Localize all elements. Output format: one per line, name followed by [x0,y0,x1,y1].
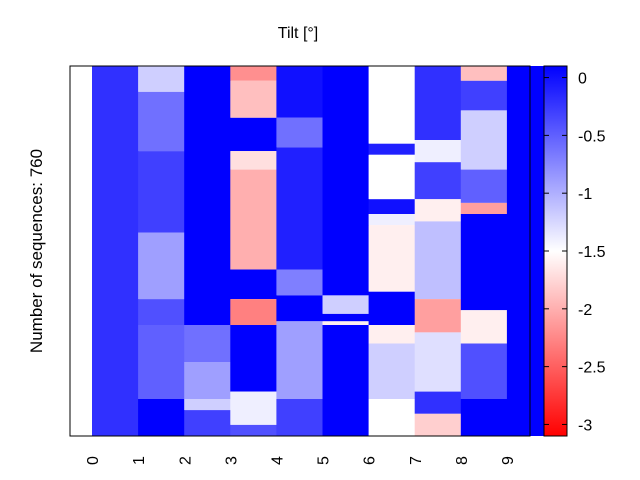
heatmap-cell [276,321,323,399]
x-tick-label: 8 [454,456,471,465]
heatmap-cell [184,66,231,325]
heatmap-cell [138,325,185,399]
heatmap-cell [230,325,277,392]
heatmap-cell [368,225,416,292]
heatmap-cell [276,117,323,148]
heatmap-cell [414,332,462,392]
heatmap-column-5 [322,66,369,436]
heatmap-cell [230,169,277,270]
heatmap-cells [92,66,554,437]
x-tick-label: 1 [131,456,148,465]
heatmap-cell [230,80,277,118]
heatmap-cell [184,362,231,399]
heatmap-cell [460,310,508,344]
colorbar-tick-label: -1 [578,186,592,203]
heatmap-cell [368,143,416,155]
heatmap-cell [368,291,416,325]
heatmap-cell [276,399,323,436]
heatmap-column-4 [276,66,323,436]
heatmap-cell [322,325,369,436]
heatmap-cell [414,162,462,200]
colorbar-tick-label: -2 [578,302,592,319]
heatmap-cell [460,399,508,436]
heatmap-cell [414,140,462,163]
heatmap-cell [138,91,185,152]
heatmap-cell [322,313,369,322]
heatmap-cell [460,66,508,81]
heatmap-cell [138,399,185,436]
heatmap-cell [230,151,277,170]
heatmap-cell [138,232,185,300]
heatmap-cell [184,325,231,362]
heatmap-column-6 [368,66,416,436]
heatmap-cell [414,413,462,436]
heatmap-cell [414,66,462,140]
x-tick-label: 9 [500,456,517,465]
colorbar-ticks: 0 -0.5 -1 -1.5 -2 -2.5 -3 [544,71,606,434]
heatmap-column-0 [92,66,139,437]
heatmap-column-7 [414,66,462,436]
heatmap-cell [460,80,508,111]
heatmap-cell [414,199,462,222]
heatmap-cell [184,399,231,411]
heatmap-cell [230,299,277,325]
colorbar-tick-label: -3 [578,417,592,434]
x-tick-label: 7 [408,456,425,465]
x-tick-label: 6 [362,456,379,465]
heatmap-column-8 [460,66,508,436]
heatmap-cell [276,66,323,118]
x-tick-label: 4 [269,456,286,465]
heatmap-cell [230,424,277,436]
heatmap-cell [230,391,277,425]
heatmap-cell [276,147,323,270]
heatmap-column-2 [184,66,231,436]
heatmap-cell [414,299,462,333]
x-tick-label: 2 [177,456,194,465]
heatmap-cell [460,169,508,203]
x-tick-label: 3 [223,456,240,465]
colorbar-tick-label: -2.5 [578,360,606,377]
heatmap-cell [138,299,185,325]
x-tick-label: 0 [85,456,102,465]
heatmap-cell [276,269,323,296]
heatmap-cell [138,66,185,92]
heatmap-cell [184,410,231,436]
heatmap-cell [460,110,508,170]
heatmap-cell [460,202,508,214]
heatmap-cell [322,321,369,325]
chart-title: Tilt [°] [278,25,318,42]
heatmap-cell [230,117,277,152]
heatmap-cell [368,343,416,399]
heatmap-cell [414,391,462,414]
heatmap-cell [368,66,416,144]
heatmap-cell [368,154,416,200]
heatmap-cell [460,214,508,311]
heatmap-cell [322,66,369,296]
heatmap-cell [368,199,416,214]
heatmap-cell [414,221,462,300]
x-tick-labels: 0 1 2 3 4 5 6 7 8 9 [85,456,517,465]
colorbar-tick-label: -0.5 [578,128,606,145]
heatmap-column-3 [230,66,277,436]
x-tick-label: 5 [316,456,333,465]
heatmap-cell [230,269,277,300]
heatmap-cell [138,151,185,233]
colorbar-tick-label: 0 [578,71,587,88]
heatmap-column-1 [138,66,185,436]
heatmap-cell [368,399,416,436]
heatmap-cell [368,325,416,344]
heatmap-cell [368,214,416,226]
colorbar-tick-label: -1.5 [578,244,606,261]
heatmap-cell [230,66,277,81]
heatmap-cell [322,295,369,314]
heatmap-cell [92,66,139,436]
heatmap-cell [460,343,508,399]
plot-frame [69,65,531,437]
heatmap-cell [276,295,323,322]
y-axis-label: Number of sequences: 760 [27,149,46,353]
